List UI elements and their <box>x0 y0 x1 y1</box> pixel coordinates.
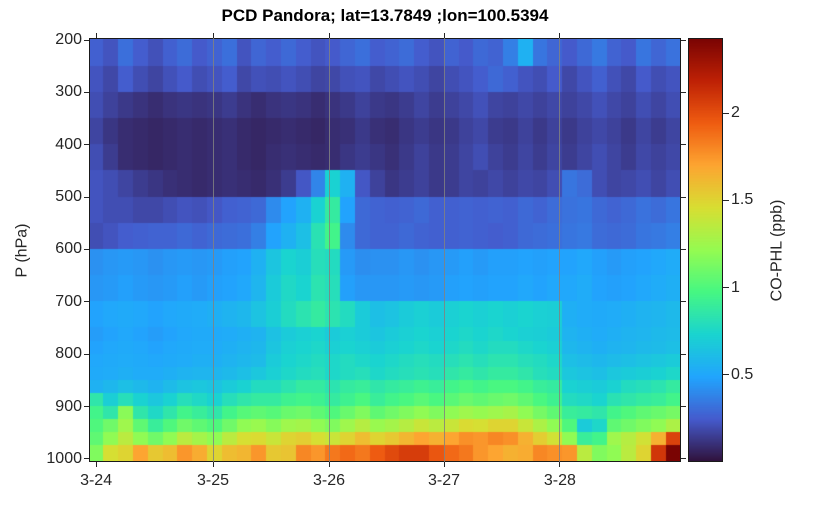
x-tick-mark <box>559 462 561 467</box>
y-tick-label: 900 <box>55 397 82 415</box>
y-tick-mark-right <box>681 39 686 41</box>
y-axis-label: P (hPa) <box>13 223 31 278</box>
y-tick-mark-right <box>681 91 686 93</box>
y-tick-mark <box>84 248 89 250</box>
colorbar-tick-label: 1 <box>731 278 740 296</box>
y-tick-label: 300 <box>55 83 82 101</box>
x-tick-mark-top <box>212 33 214 38</box>
x-tick-mark-top <box>95 33 97 38</box>
x-tick-label: 3-25 <box>197 472 230 489</box>
y-tick-mark <box>84 353 89 355</box>
x-tick-mark <box>443 462 445 467</box>
y-tick-label: 200 <box>55 31 82 49</box>
y-tick-mark <box>84 39 89 41</box>
x-tick-label: 3-28 <box>543 472 576 489</box>
y-tick-label: 400 <box>55 135 82 153</box>
chart-title: PCD Pandora; lat=13.7849 ;lon=100.5394 <box>221 6 549 25</box>
y-tick-mark-right <box>681 248 686 250</box>
colorbar-tick-label: 2 <box>731 104 740 122</box>
y-tick-mark-right <box>681 301 686 303</box>
colorbar-tick-label: 1.5 <box>731 191 754 209</box>
y-tick-mark <box>84 144 89 146</box>
y-tick-mark-right <box>681 406 686 407</box>
colorbar-tick-mark <box>723 374 729 376</box>
x-tick-mark <box>212 462 214 467</box>
x-tick-mark-top <box>328 33 330 38</box>
colorbar <box>688 38 723 462</box>
x-tick-mark <box>328 462 330 467</box>
x-tick-label: 3-24 <box>80 472 113 489</box>
day-gridline <box>212 38 214 462</box>
x-tick-mark-top <box>443 33 445 38</box>
y-tick-mark <box>84 301 89 303</box>
y-tick-mark-right <box>681 196 686 198</box>
y-tick-mark <box>84 196 89 198</box>
heatmap-plot <box>89 38 681 462</box>
y-tick-label: 800 <box>55 345 82 363</box>
colorbar-tick-mark <box>723 199 729 201</box>
colorbar-tick-mark <box>723 112 729 114</box>
x-tick-mark <box>95 462 97 467</box>
y-tick-label: 600 <box>55 240 82 258</box>
y-tick-mark-right <box>681 458 686 460</box>
y-tick-label: 500 <box>55 188 82 206</box>
y-tick-mark <box>84 91 89 93</box>
y-tick-label: 1000 <box>46 449 82 467</box>
y-tick-mark <box>84 406 89 407</box>
colorbar-tick-label: 0.5 <box>731 365 754 383</box>
x-tick-mark-top <box>559 33 561 38</box>
day-gridline <box>559 38 561 462</box>
colorbar-tick-mark <box>723 287 729 288</box>
y-tick-mark-right <box>681 353 686 355</box>
y-tick-mark <box>84 458 89 460</box>
y-tick-mark-right <box>681 144 686 146</box>
y-tick-label: 700 <box>55 292 82 310</box>
day-gridline <box>328 38 330 462</box>
day-gridline <box>443 38 445 462</box>
x-tick-label: 3-26 <box>313 472 346 489</box>
x-tick-label: 3-27 <box>428 472 461 489</box>
